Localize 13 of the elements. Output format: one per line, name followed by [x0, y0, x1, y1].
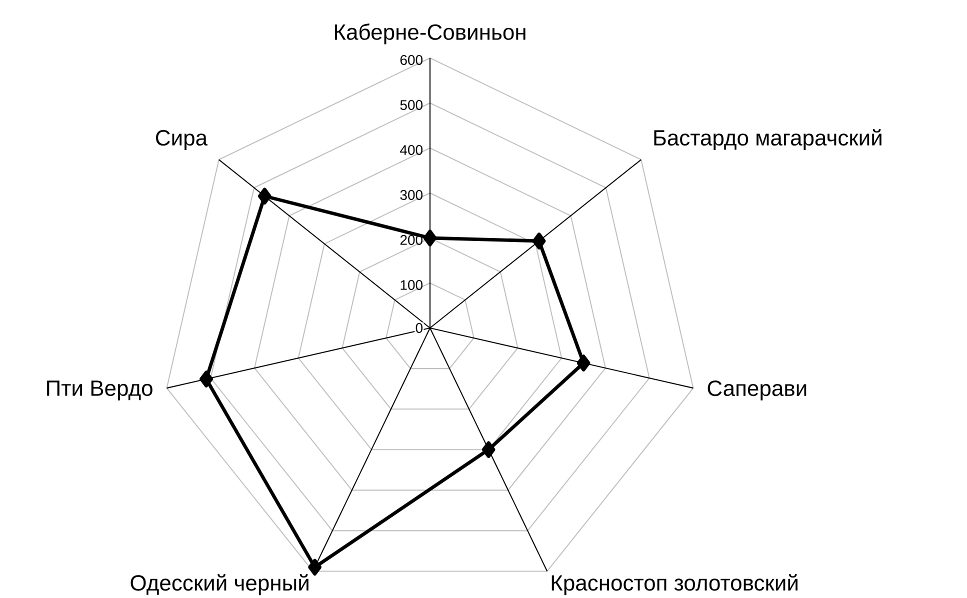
y-tick-label: 100 [400, 280, 423, 290]
spoke-label: Одесский черный [130, 574, 308, 596]
y-tick-label: 300 [400, 190, 423, 200]
y-tick-label: 400 [400, 145, 423, 155]
spoke-label: Красностоп золотовский [552, 574, 798, 596]
spoke-label: Пти Вердо [47, 380, 152, 400]
spoke-label: Каберне-Совиньон [334, 24, 526, 44]
y-tick-label: 500 [400, 100, 423, 110]
spoke-label: Сира [156, 130, 208, 150]
spoke-label: Бастардо магарачский [654, 129, 882, 150]
spoke-label: Саперави [708, 380, 806, 400]
y-tick-label: 600 [400, 55, 423, 65]
y-tick-label: 0 [416, 323, 423, 333]
